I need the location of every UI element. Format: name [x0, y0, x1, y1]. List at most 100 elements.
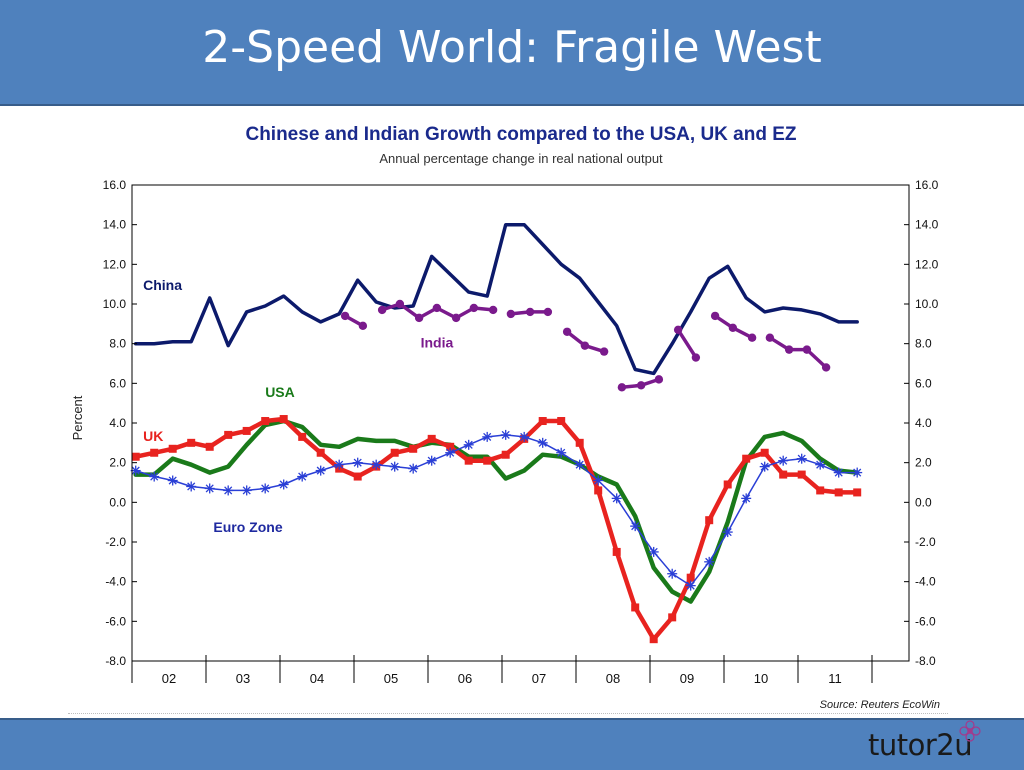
flower-icon	[959, 720, 981, 742]
plot-frame	[131, 184, 910, 662]
point-euro-zone	[574, 459, 585, 470]
point-india	[784, 345, 794, 354]
footer-banner	[0, 718, 1024, 770]
point-euro-zone	[537, 437, 548, 448]
source-note: Source: Reuters EcoWin	[820, 699, 940, 711]
asterisk-stroke	[390, 462, 399, 471]
point-india	[636, 381, 646, 390]
y-tick-label-left: 10.0	[103, 297, 127, 311]
point-uk	[668, 613, 677, 622]
asterisk-stroke	[631, 522, 640, 531]
asterisk-stroke	[464, 440, 473, 449]
point-uk	[834, 488, 843, 497]
series-line-uk	[133, 416, 860, 642]
point-india	[488, 305, 498, 315]
asterisk-stroke	[335, 460, 344, 469]
point-india	[821, 363, 831, 372]
title-banner	[0, 0, 1024, 106]
point-euro-zone	[445, 447, 456, 458]
point-india	[543, 307, 553, 317]
y-tick-label-right: 4.0	[915, 416, 932, 430]
asterisk-stroke	[168, 476, 177, 485]
tutor2u-logo[interactable]: tutor2u	[868, 720, 981, 764]
point-euro-zone	[426, 455, 437, 466]
series-line-usa	[133, 418, 860, 604]
asterisk-stroke	[612, 494, 621, 503]
asterisk-stroke	[446, 448, 455, 457]
asterisk-stroke	[723, 528, 732, 537]
point-euro-zone	[519, 431, 530, 442]
point-uk	[594, 486, 603, 495]
y-tick-label-left: 16.0	[103, 178, 127, 192]
point-euro-zone	[648, 546, 659, 557]
point-uk	[557, 417, 566, 426]
asterisk-stroke	[353, 458, 362, 467]
x-tick-label: 02	[162, 671, 176, 686]
point-euro-zone	[852, 467, 863, 478]
point-uk	[427, 434, 436, 443]
series-label-china: China	[143, 277, 182, 293]
asterisk-stroke	[649, 547, 658, 556]
logo-text: tutor2u	[868, 728, 973, 762]
asterisk-stroke	[834, 468, 843, 477]
asterisk-stroke	[575, 460, 584, 469]
asterisk-stroke	[372, 460, 381, 469]
point-india	[377, 305, 387, 315]
asterisk-stroke	[501, 430, 510, 439]
point-uk	[797, 470, 806, 479]
point-euro-zone	[297, 471, 308, 482]
x-tick-label: 05	[384, 671, 398, 686]
y-tick-label-right: 8.0	[915, 337, 932, 351]
point-india	[710, 311, 720, 321]
point-euro-zone	[352, 457, 363, 468]
point-india	[432, 303, 442, 313]
point-uk	[298, 432, 307, 441]
series-line-euro-zone	[134, 434, 858, 587]
point-uk	[409, 444, 418, 453]
asterisk-stroke	[594, 476, 603, 485]
point-india	[469, 303, 479, 313]
point-india	[802, 345, 812, 354]
point-india	[654, 375, 664, 384]
x-tick-label: 06	[458, 671, 472, 686]
y-tick-label-right: 16.0	[915, 178, 939, 192]
x-tick-label: 08	[606, 671, 620, 686]
point-uk	[390, 448, 399, 457]
point-uk	[279, 415, 288, 424]
asterisk-stroke	[760, 462, 769, 471]
point-euro-zone	[204, 483, 215, 494]
point-india	[673, 325, 683, 334]
point-euro-zone	[241, 485, 252, 496]
y-tick-label-left: 14.0	[103, 218, 127, 232]
point-euro-zone	[796, 453, 807, 464]
series-label-usa: USA	[265, 384, 295, 400]
point-euro-zone	[833, 467, 844, 478]
x-tick-label: 04	[310, 671, 324, 686]
point-uk	[612, 547, 621, 556]
asterisk-stroke	[816, 460, 825, 469]
asterisk-stroke	[668, 569, 677, 578]
slide-title: 2-Speed World: Fragile West	[202, 22, 822, 73]
point-euro-zone	[778, 455, 789, 466]
point-uk	[483, 456, 492, 465]
point-euro-zone	[482, 431, 493, 442]
y-tick-label-right: 0.0	[915, 495, 932, 509]
asterisk-stroke	[242, 486, 251, 495]
point-euro-zone	[685, 580, 696, 591]
point-euro-zone	[815, 459, 826, 470]
point-india	[395, 299, 405, 309]
point-euro-zone	[149, 471, 160, 482]
point-uk	[446, 442, 455, 451]
point-uk	[538, 417, 547, 426]
asterisk-stroke	[205, 484, 214, 493]
asterisk-stroke	[742, 494, 751, 503]
point-euro-zone	[260, 483, 271, 494]
y-tick-label-left: 4.0	[109, 416, 126, 430]
asterisk-stroke	[187, 482, 196, 491]
point-euro-zone	[741, 493, 752, 504]
point-uk	[150, 448, 159, 457]
y-tick-label-right: 10.0	[915, 297, 939, 311]
y-tick-label-left: 8.0	[109, 337, 126, 351]
x-tick-label: 07	[532, 671, 546, 686]
point-euro-zone	[722, 527, 733, 538]
